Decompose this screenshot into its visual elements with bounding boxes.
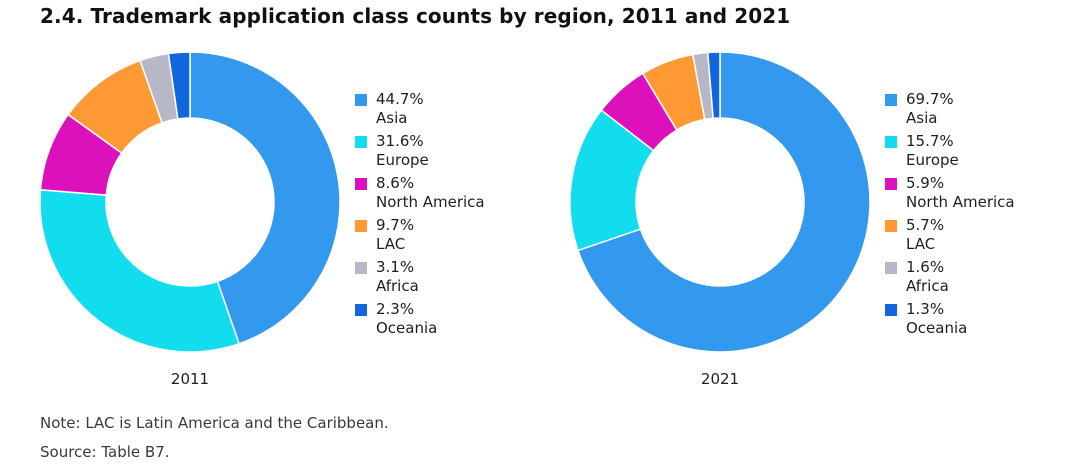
legend-value-africa: 3.1% [376, 258, 415, 276]
donut-panel-2011: 2011 44.7% Asia 31.6% Europe 8.6% North … [39, 51, 560, 397]
slice-europe-2011 [39, 188, 240, 353]
legend-label-africa: Africa [906, 277, 949, 295]
legend-label-north-america: North America [906, 193, 1015, 211]
chart-note: Note: LAC is Latin America and the Carib… [40, 414, 389, 432]
legend-2011: 44.7% Asia 31.6% Europe 8.6% North Ameri… [355, 90, 485, 342]
legend-2021: 69.7% Asia 15.7% Europe 5.9% North Ameri… [885, 90, 1015, 342]
legend-item-africa: 3.1% Africa [355, 258, 485, 300]
legend-value-europe: 15.7% [906, 132, 954, 150]
legend-label-asia: Asia [906, 109, 938, 127]
legend-item-asia: 44.7% Asia [355, 90, 485, 132]
legend-value-asia: 44.7% [376, 90, 424, 108]
legend-swatch-africa [355, 262, 367, 274]
legend-swatch-oceania [355, 304, 367, 316]
legend-item-north-america: 5.9% North America [885, 174, 1015, 216]
donut-chart-2021 [569, 51, 871, 353]
chart-source: Source: Table B7. [40, 443, 170, 461]
slice-oceania-2011 [167, 51, 191, 120]
legend-item-europe: 31.6% Europe [355, 132, 485, 174]
legend-label-oceania: Oceania [906, 319, 968, 337]
legend-swatch-europe [885, 136, 897, 148]
legend-label-lac: LAC [906, 235, 936, 253]
year-label-2021: 2021 [700, 370, 740, 388]
legend-item-europe: 15.7% Europe [885, 132, 1015, 174]
legend-item-north-america: 8.6% North America [355, 174, 485, 216]
legend-label-lac: LAC [376, 235, 406, 253]
legend-value-europe: 31.6% [376, 132, 424, 150]
legend-value-lac: 9.7% [376, 216, 415, 234]
donut-panel-2021: 2021 69.7% Asia 15.7% Europe 5.9% North … [569, 51, 1080, 397]
legend-label-africa: Africa [376, 277, 419, 295]
legend-value-asia: 69.7% [906, 90, 954, 108]
legend-value-north-america: 5.9% [906, 174, 945, 192]
legend-item-asia: 69.7% Asia [885, 90, 1015, 132]
legend-value-oceania: 2.3% [376, 300, 415, 318]
legend-swatch-lac [355, 220, 367, 232]
chart-title: 2.4. Trademark application class counts … [40, 4, 791, 28]
slice-asia-2021 [577, 51, 871, 353]
year-label-2011: 2011 [170, 370, 210, 388]
legend-label-europe: Europe [376, 151, 429, 169]
legend-item-lac: 5.7% LAC [885, 216, 1015, 258]
legend-label-europe: Europe [906, 151, 959, 169]
legend-value-lac: 5.7% [906, 216, 945, 234]
legend-swatch-asia [355, 94, 367, 106]
legend-item-africa: 1.6% Africa [885, 258, 1015, 300]
legend-value-north-america: 8.6% [376, 174, 415, 192]
slice-asia-2011 [189, 51, 341, 345]
legend-label-oceania: Oceania [376, 319, 438, 337]
donut-chart-2011 [39, 51, 341, 353]
legend-swatch-europe [355, 136, 367, 148]
legend-swatch-north-america [885, 178, 897, 190]
legend-item-oceania: 1.3% Oceania [885, 300, 1015, 342]
legend-value-africa: 1.6% [906, 258, 945, 276]
slice-oceania-2021 [706, 51, 721, 120]
legend-swatch-oceania [885, 304, 897, 316]
legend-swatch-asia [885, 94, 897, 106]
legend-swatch-lac [885, 220, 897, 232]
legend-swatch-africa [885, 262, 897, 274]
legend-label-asia: Asia [376, 109, 408, 127]
legend-item-oceania: 2.3% Oceania [355, 300, 485, 342]
legend-swatch-north-america [355, 178, 367, 190]
legend-value-oceania: 1.3% [906, 300, 945, 318]
legend-label-north-america: North America [376, 193, 485, 211]
legend-item-lac: 9.7% LAC [355, 216, 485, 258]
